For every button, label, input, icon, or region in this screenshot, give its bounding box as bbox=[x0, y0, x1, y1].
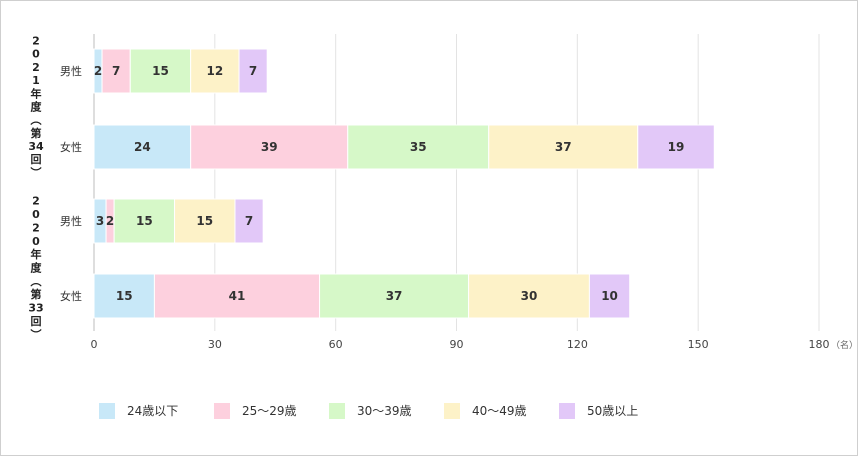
legend-label: 24歳以下 bbox=[127, 404, 178, 418]
data-label: 15 bbox=[196, 214, 213, 228]
category-label: 女性 bbox=[60, 140, 82, 154]
data-label: 15 bbox=[116, 289, 133, 303]
tick-label: 180 bbox=[809, 338, 830, 351]
group-label: 2 0 2 1 年度︵第 34 回︶ bbox=[28, 35, 44, 180]
data-label: 7 bbox=[249, 64, 257, 78]
tick-label: 150 bbox=[688, 338, 709, 351]
bar-segment bbox=[153, 273, 321, 319]
bar-segment bbox=[637, 124, 715, 170]
bar-segment bbox=[93, 124, 192, 170]
legend-label: 25〜29歳 bbox=[242, 404, 297, 418]
data-label: 15 bbox=[152, 64, 169, 78]
bar-segment bbox=[488, 124, 639, 170]
legend-label: 40〜49歳 bbox=[472, 404, 527, 418]
axis-unit-label: （名） bbox=[831, 339, 857, 351]
tick-label: 60 bbox=[329, 338, 343, 351]
bar-segment bbox=[468, 273, 590, 319]
data-label: 30 bbox=[521, 289, 538, 303]
bar-segment bbox=[190, 124, 349, 170]
legend-label: 50歳以上 bbox=[587, 404, 638, 418]
tick-label: 90 bbox=[450, 338, 464, 351]
data-label: 15 bbox=[136, 214, 153, 228]
tick-label: 120 bbox=[567, 338, 588, 351]
data-label: 12 bbox=[206, 64, 223, 78]
data-label: 10 bbox=[601, 289, 618, 303]
bar-segment bbox=[190, 48, 240, 94]
data-label: 39 bbox=[261, 140, 278, 154]
group-label: 2 0 2 0 年度︵第 33 回︶ bbox=[28, 195, 43, 342]
bar-segment bbox=[319, 273, 470, 319]
data-label: 7 bbox=[112, 64, 120, 78]
data-label: 19 bbox=[668, 140, 685, 154]
bar-segment bbox=[347, 124, 490, 170]
data-label: 3 bbox=[96, 214, 104, 228]
legend-swatch bbox=[99, 403, 115, 419]
tick-label: 0 bbox=[91, 338, 98, 351]
legend-swatch bbox=[559, 403, 575, 419]
legend-swatch bbox=[214, 403, 230, 419]
data-label: 24 bbox=[134, 140, 151, 154]
tick-label: 30 bbox=[208, 338, 222, 351]
legend-label: 30〜39歳 bbox=[357, 404, 412, 418]
data-label: 37 bbox=[386, 289, 403, 303]
legend-swatch bbox=[444, 403, 460, 419]
legend: 24歳以下 25〜29歳 30〜39歳 40〜49歳 50歳以上 bbox=[99, 403, 638, 419]
bar-segment bbox=[101, 48, 131, 94]
category-label: 女性 bbox=[60, 289, 82, 303]
legend-swatch bbox=[329, 403, 345, 419]
data-label: 2 bbox=[94, 64, 102, 78]
bar-segment bbox=[238, 48, 268, 94]
data-label: 41 bbox=[229, 289, 246, 303]
bar-segment bbox=[234, 198, 264, 244]
bar-segment bbox=[588, 273, 631, 319]
bars: 2 7 15 12 724 39 35 37 193 2 15 15 715 41 37 30 10 bbox=[93, 48, 715, 319]
data-label: 37 bbox=[555, 140, 572, 154]
data-label: 2 bbox=[106, 214, 114, 228]
data-label: 7 bbox=[245, 214, 253, 228]
x-axis-ticks: 0 30 60 90 120 150 180 （名） bbox=[91, 338, 858, 351]
category-label: 男性 bbox=[60, 214, 82, 228]
category-label: 男性 bbox=[60, 64, 82, 78]
bar-segment bbox=[113, 198, 176, 244]
data-label: 35 bbox=[410, 140, 427, 154]
